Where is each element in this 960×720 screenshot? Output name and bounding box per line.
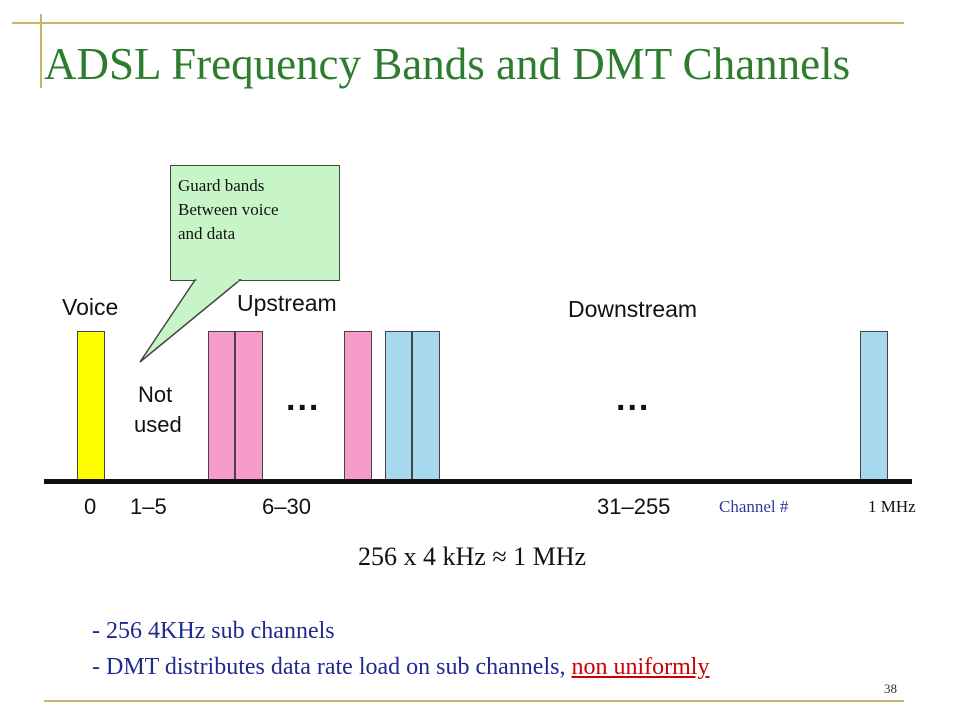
axis-end-label: 1 MHz [868,497,916,516]
callout-line-2: Between voice [178,200,279,219]
upstream-channel-bar [344,331,372,481]
voice-band-bar [77,331,105,481]
channel-number-label: Channel # [719,497,789,516]
downstream-ellipsis: ... [616,380,651,418]
note-line-2: - DMT distributes data rate load on sub … [92,654,709,681]
tick-label: 1–5 [130,494,167,519]
downstream-channel-bar [412,331,440,481]
callout-line-3: and data [178,224,236,243]
upstream-channel-bar [208,331,235,481]
not-used-label-line2: used [134,412,182,437]
upstream-channel-bar [235,331,263,481]
frequency-axis [44,479,912,484]
note-line-2-text: - DMT distributes data rate load on sub … [92,654,572,680]
tick-label: 0 [84,494,97,519]
non-uniformly-emphasis: non uniformly [571,654,710,680]
guard-bands-callout: Guard bands Between voice and data [170,165,340,281]
not-used-label-line1: Not [138,382,173,407]
channel-equation: 256 x 4 kHz ≈ 1 MHz [358,542,587,571]
tick-label: 6–30 [262,494,311,519]
callout-line-1: Guard bands [178,176,265,195]
upstream-label: Upstream [237,290,337,316]
downstream-label: Downstream [568,296,698,322]
voice-label: Voice [62,294,119,320]
frame-left-line [40,14,42,88]
upstream-ellipsis: ... [286,380,321,418]
tick-label: 31–255 [597,494,671,519]
frame-bottom-line [44,700,904,702]
downstream-channel-bar [385,331,412,481]
slide-title: ADSL Frequency Bands and DMT Channels [44,39,851,89]
page-number: 38 [884,681,897,696]
note-line-1: - 256 4KHz sub channels [92,618,335,644]
downstream-channel-bar [860,331,888,481]
frame-top-line [12,22,904,24]
